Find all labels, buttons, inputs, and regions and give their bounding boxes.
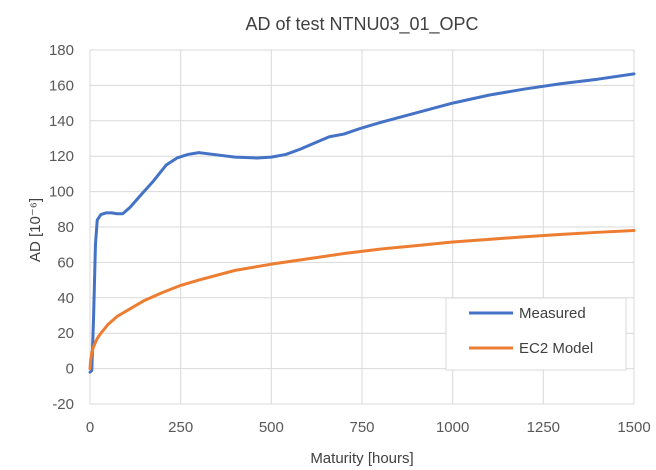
x-tick-label: 0 [86, 419, 94, 436]
y-tick-label: 140 [49, 113, 74, 130]
legend-label-measured: Measured [519, 305, 586, 322]
y-tick-label: 80 [57, 219, 74, 236]
y-tick-label: 0 [66, 361, 74, 378]
legend: Measured EC2 Model [445, 297, 627, 371]
gridlines [89, 49, 635, 405]
x-tick-label: 1500 [617, 419, 650, 436]
y-axis-label: AD [10⁻⁶] [27, 198, 44, 262]
y-tick-label: 40 [57, 290, 74, 307]
y-tick-label: 180 [49, 42, 74, 59]
y-tick-label: 100 [49, 184, 74, 201]
series-layer [88, 72, 636, 374]
x-tick-label: 1000 [436, 419, 469, 436]
x-tick-label: 250 [168, 419, 193, 436]
y-tick-label: 120 [49, 148, 74, 165]
x-tick-label: 500 [259, 419, 284, 436]
y-tick-label: 160 [49, 77, 74, 94]
y-tick-label: 60 [57, 254, 74, 271]
x-tick-label: 750 [349, 419, 374, 436]
series-line-ec2-model [88, 229, 636, 371]
tick-labels: -20 0 20 40 60 80 100 120 140 160 180 0 250 500 750 100… [49, 42, 651, 436]
series-line-measured [88, 72, 636, 374]
legend-label-ec2-model: EC2 Model [519, 340, 593, 357]
y-tick-label: 20 [57, 325, 74, 342]
x-axis-label: Maturity [hours] [310, 450, 413, 467]
y-tick-label: -20 [52, 396, 74, 413]
x-tick-label: 1250 [527, 419, 560, 436]
chart-title: AD of test NTNU03_01_OPC [245, 14, 478, 35]
legend-box [445, 297, 627, 371]
